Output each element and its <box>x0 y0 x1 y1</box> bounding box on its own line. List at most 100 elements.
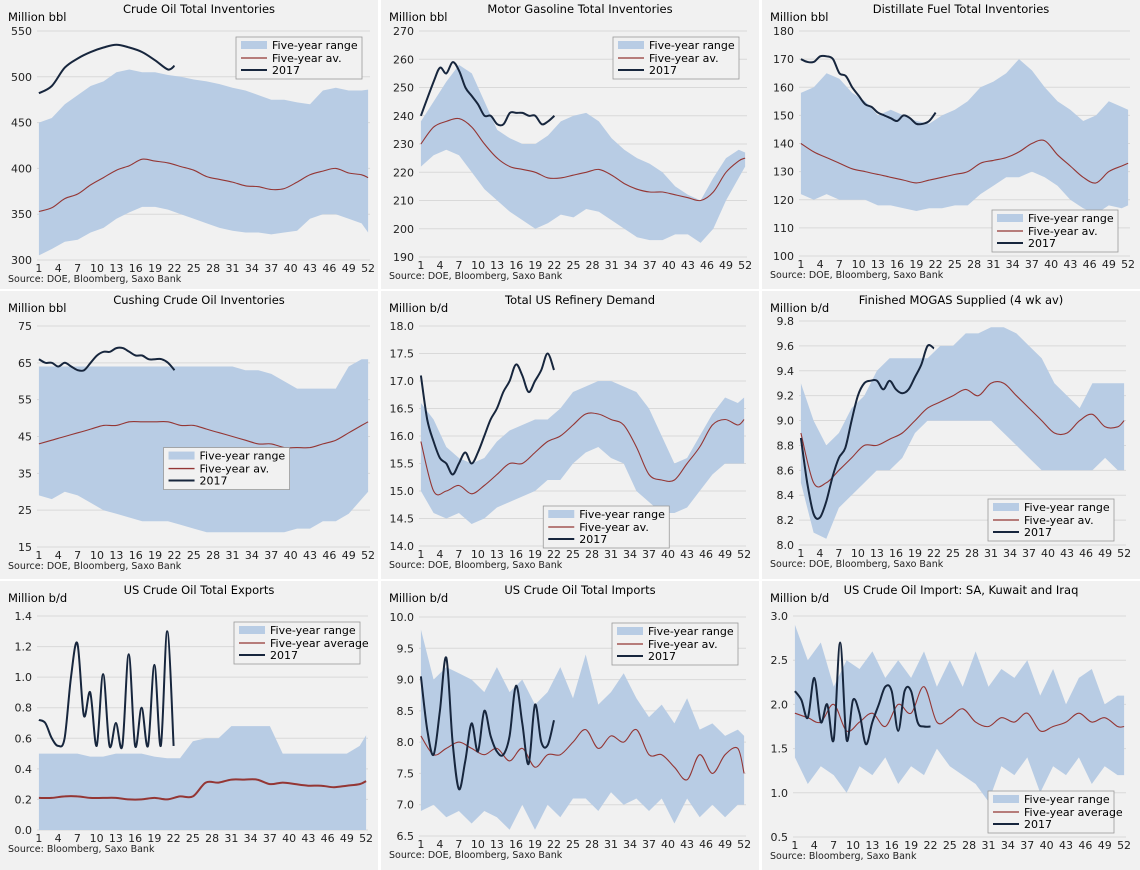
y-tick-label: 9.0 <box>777 415 795 428</box>
x-tick-label: 31 <box>226 549 240 562</box>
five-year-average-line <box>38 158 369 213</box>
y-tick-label: 14.0 <box>390 540 415 553</box>
y-tick-label: 170 <box>773 53 794 66</box>
x-tick-label: 13 <box>109 832 123 845</box>
y-tick-label: 200 <box>393 223 414 236</box>
x-tick-label: 46 <box>699 838 713 851</box>
five-year-average-line <box>800 139 1129 184</box>
y-tick-label: 1.0 <box>771 787 789 800</box>
x-tick-label: 7 <box>830 839 837 852</box>
x-tick-label: 37 <box>1020 839 1034 852</box>
legend-label-average: Five-year av. <box>272 52 342 65</box>
x-tick-label: 10 <box>90 549 104 562</box>
y-tick-label: 9.0 <box>397 674 415 687</box>
x-tick-label: 34 <box>1001 839 1015 852</box>
legend-label-average: Five-year average <box>270 637 369 650</box>
x-tick-label: 19 <box>528 548 542 561</box>
legend-label-range: Five-year range <box>200 450 286 463</box>
y-tick-label: 35 <box>18 467 32 480</box>
y-tick-label: 3.0 <box>771 610 789 623</box>
x-tick-label: 43 <box>303 549 317 562</box>
legend-swatch-range <box>993 795 1019 803</box>
x-tick-label: 52 <box>1117 839 1131 852</box>
x-tick-label: 19 <box>148 262 162 275</box>
x-tick-label: 46 <box>700 259 714 272</box>
x-tick-label: 4 <box>436 259 443 272</box>
x-tick-label: 52 <box>1117 547 1131 560</box>
x-tick-label: 43 <box>1063 258 1077 271</box>
chart-panel-mogas-supplied: Finished MOGAS Supplied (4 wk av) Million… <box>762 291 1140 579</box>
x-tick-label: 16 <box>890 258 904 271</box>
x-tick-label: 37 <box>264 549 278 562</box>
source-note: Source: DOE, Bloomberg, Saxo Bank <box>8 274 182 285</box>
x-tick-label: 49 <box>718 548 732 561</box>
y-tick-label: 17.5 <box>390 348 415 361</box>
x-tick-label: 13 <box>109 549 123 562</box>
x-tick-label: 43 <box>303 262 317 275</box>
x-tick-label: 40 <box>284 262 298 275</box>
chart-panel-sa-kuwait-iraq-imports: US Crude Oil Import: SA, Kuwait and Iraq… <box>762 581 1140 870</box>
x-tick-label: 28 <box>962 839 976 852</box>
x-tick-label: 7 <box>835 547 842 560</box>
legend-label-2017: 2017 <box>270 649 298 662</box>
y-axis-unit-label: Million bbl <box>8 301 66 315</box>
legend-label-2017: 2017 <box>649 64 677 77</box>
x-tick-label: 7 <box>455 838 462 851</box>
x-tick-label: 4 <box>55 262 62 275</box>
five-year-range-band <box>420 381 745 524</box>
x-tick-label: 31 <box>986 258 1000 271</box>
x-tick-label: 37 <box>1025 258 1039 271</box>
y-tick-label: 500 <box>11 71 32 84</box>
x-tick-label: 52 <box>359 832 373 845</box>
five-year-average-line <box>38 778 367 801</box>
x-tick-label: 34 <box>1006 258 1020 271</box>
y-tick-label: 0.0 <box>15 824 33 837</box>
y-tick-label: 15.5 <box>390 458 415 471</box>
chart-title: Total US Refinery Demand <box>504 293 655 307</box>
x-tick-label: 34 <box>244 832 258 845</box>
y-tick-label: 130 <box>773 166 794 179</box>
source-note: Source: Bloomberg, Saxo Bank <box>8 844 155 855</box>
legend-label-average: Five-year average <box>1024 806 1123 819</box>
chart-panel-crude-imports: US Crude Oil Total Imports Million b/d 6.5… <box>381 581 759 870</box>
chart-crude-imports: US Crude Oil Total Imports Million b/d 6.5… <box>389 583 751 861</box>
chart-cushing-inventories: Cushing Crude Oil Inventories Million bbl… <box>8 293 375 572</box>
x-tick-label: 49 <box>719 259 733 272</box>
x-tick-label: 13 <box>109 262 123 275</box>
x-tick-label: 49 <box>718 838 732 851</box>
x-tick-label: 13 <box>870 547 884 560</box>
x-tick-label: 16 <box>129 549 143 562</box>
source-note: Source: DOE, Bloomberg, Saxo Bank <box>389 271 563 282</box>
y-axis-unit-label: Million b/d <box>770 591 829 605</box>
series-2017-line <box>419 352 555 476</box>
five-year-range-band <box>38 69 369 256</box>
x-tick-label: 52 <box>1121 258 1135 271</box>
chart-gasoline-inventories: Motor Gasoline Total Inventories Million … <box>389 2 752 282</box>
y-tick-label: 15 <box>18 541 32 554</box>
x-tick-label: 16 <box>889 547 903 560</box>
x-tick-label: 1 <box>417 259 424 272</box>
x-tick-label: 49 <box>342 262 356 275</box>
x-tick-label: 7 <box>456 259 463 272</box>
x-tick-label: 13 <box>865 839 879 852</box>
five-year-average-line <box>420 412 745 496</box>
x-tick-label: 34 <box>245 549 259 562</box>
x-tick-label: 22 <box>927 547 941 560</box>
x-tick-label: 46 <box>1079 547 1093 560</box>
x-tick-label: 37 <box>264 262 278 275</box>
x-tick-label: 22 <box>929 258 943 271</box>
x-tick-label: 49 <box>342 549 356 562</box>
x-tick-label: 16 <box>128 832 142 845</box>
x-tick-label: 4 <box>811 839 818 852</box>
x-tick-label: 31 <box>982 839 996 852</box>
five-year-range-band <box>800 327 1125 539</box>
y-tick-label: 2.0 <box>771 698 789 711</box>
legend-label-range: Five-year range <box>1024 793 1110 806</box>
x-tick-label: 10 <box>90 832 104 845</box>
y-tick-label: 9.4 <box>777 365 795 378</box>
y-axis-unit-label: Million bbl <box>8 10 66 24</box>
legend-label-2017: 2017 <box>1024 818 1052 831</box>
y-axis-unit-label: Million b/d <box>770 301 829 315</box>
legend-label-average: Five-year av. <box>1028 225 1098 238</box>
legend-label-range: Five-year range <box>649 39 735 52</box>
